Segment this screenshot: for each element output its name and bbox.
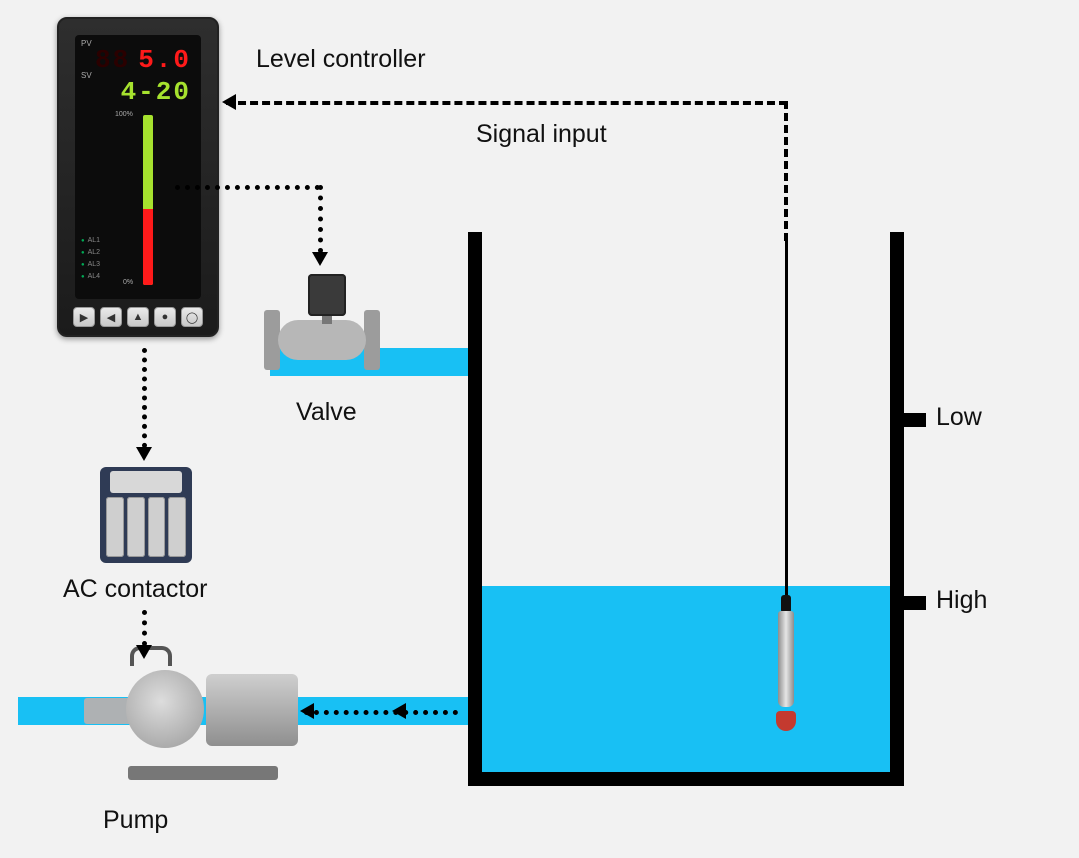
line-controller-valve-h [175,185,320,190]
valve-flange-right [364,310,380,370]
pump-motor [206,674,298,746]
contactor-module [127,497,145,557]
contactor-top [110,471,182,493]
valve [258,274,386,372]
arrow-pump-flow-1 [300,703,314,719]
tank-high-marker [904,596,926,610]
controller-button-5[interactable]: ◯ [181,307,203,327]
pv-value: 5.0 [138,45,191,75]
controller-buttons: ▶ ◀ ▲ ● ◯ [73,307,203,327]
controller-screen: PV 88 5.0 SV 4-20 100% 0% AL1 AL2 AL3 AL… [75,35,201,299]
tank-water [482,586,890,772]
sensor-cable [785,241,788,613]
bargraph-100: 100% [115,111,133,118]
pump-housing [126,670,204,748]
alarm-al2: AL2 [81,249,100,256]
label-pump: Pump [103,806,168,835]
line-controller-valve-v [318,185,323,253]
label-valve: Valve [296,398,357,427]
sv-display: 4-20 [85,77,191,107]
alarm-indicators: AL1 AL2 AL3 AL4 [81,235,100,283]
label-high: High [936,586,987,615]
label-low: Low [936,403,982,432]
contactor-modules [106,497,186,557]
pv-display: 88 5.0 [85,45,191,75]
contactor-module [106,497,124,557]
label-signal-input: Signal input [476,120,607,149]
line-signal-horizontal [226,101,787,105]
level-controller: PV 88 5.0 SV 4-20 100% 0% AL1 AL2 AL3 AL… [57,17,219,337]
sensor-tip [776,711,796,731]
line-contactor-pump [142,610,147,646]
controller-button-4[interactable]: ● [154,307,176,327]
sensor-barrel [778,611,794,707]
controller-bargraph [143,115,153,285]
diagram-canvas: PV 88 5.0 SV 4-20 100% 0% AL1 AL2 AL3 AL… [0,0,1079,858]
alarm-al4: AL4 [81,273,100,280]
bargraph-0: 0% [123,279,133,286]
line-signal-vertical [784,101,788,241]
ac-contactor [100,467,192,563]
controller-button-3[interactable]: ▲ [127,307,149,327]
arrow-contactor-pump [136,645,152,659]
pump [84,640,304,780]
arrow-signal-into-controller [222,94,236,110]
arrow-pump-flow-2 [392,703,406,719]
contactor-module [168,497,186,557]
alarm-al1: AL1 [81,237,100,244]
pump-outlet [84,698,132,724]
label-level-controller: Level controller [256,45,426,74]
alarm-al3: AL3 [81,261,100,268]
contactor-module [148,497,166,557]
tank-low-marker [904,413,926,427]
line-controller-contactor [142,348,147,448]
pump-base [128,766,278,780]
line-pump-flow [304,710,458,715]
controller-button-2[interactable]: ◀ [100,307,122,327]
tank [468,232,904,786]
arrow-controller-contactor [136,447,152,461]
valve-solenoid [308,274,346,316]
arrow-controller-valve [312,252,328,266]
label-ac-contactor: AC contactor [63,575,208,604]
pv-ghost: 88 [95,45,130,75]
controller-button-1[interactable]: ▶ [73,307,95,327]
level-sensor [773,611,799,731]
valve-body [278,320,366,360]
